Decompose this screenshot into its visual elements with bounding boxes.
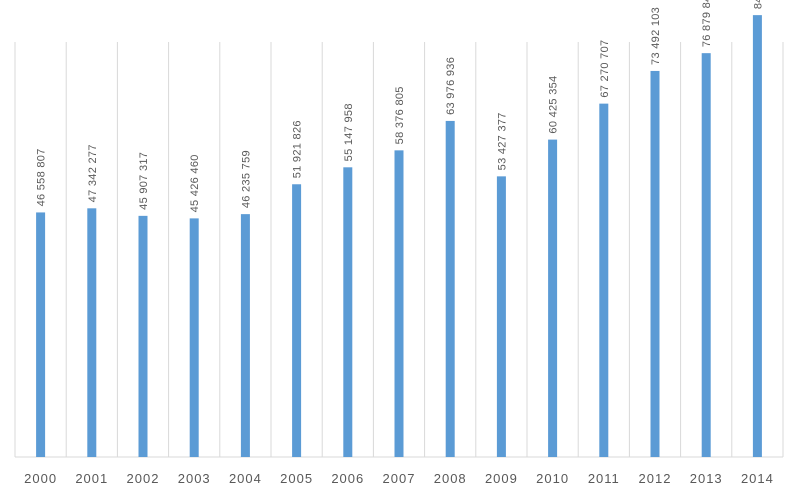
bars-group (36, 15, 762, 458)
x-tick-label-2002: 2002 (127, 471, 160, 486)
x-tick-label-2014: 2014 (741, 471, 774, 486)
x-tick-label-2013: 2013 (690, 471, 723, 486)
bar-2006 (343, 167, 353, 457)
x-tick-label-2004: 2004 (229, 471, 262, 486)
x-tick-label-2008: 2008 (434, 471, 467, 486)
data-label-2007: 58 376 805 (394, 86, 406, 144)
bar-2004 (240, 214, 250, 457)
bar-2013 (701, 53, 711, 457)
x-tick-label-2000: 2000 (24, 471, 57, 486)
x-tick-label-2003: 2003 (178, 471, 211, 486)
gridlines (14, 42, 784, 457)
bar-2001 (87, 208, 97, 457)
data-label-2009: 53 427 377 (496, 112, 508, 170)
data-label-2012: 73 492 103 (650, 7, 662, 65)
data-label-2001: 47 342 277 (87, 144, 99, 202)
bar-2011 (599, 103, 609, 457)
data-label-2000: 46 558 807 (36, 148, 48, 206)
data-label-2010: 60 425 354 (548, 76, 560, 134)
data-label-2006: 55 147 958 (343, 103, 355, 161)
bar-2007 (394, 150, 404, 458)
bar-2012 (650, 70, 660, 458)
bar-2003 (189, 218, 199, 457)
x-tick-label-2011: 2011 (588, 471, 620, 486)
data-label-2011: 67 270 707 (599, 40, 611, 98)
x-tick-label-2006: 2006 (331, 471, 364, 486)
data-label-2013: 76 879 842 (701, 0, 713, 47)
data-labels-group: 46 558 807 47 342 277 45 907 317 45 426 460… (36, 0, 765, 212)
bar-2008 (445, 120, 455, 457)
data-label-2005: 51 921 826 (292, 120, 304, 178)
x-tick-label-2005: 2005 (280, 471, 313, 486)
bar-2010 (548, 139, 558, 457)
x-axis-tick-labels: 2000 2001 2002 2003 2004 2005 2006 2007 2008 2009… (24, 471, 774, 486)
data-label-2003: 45 426 460 (189, 154, 201, 212)
bar-2014 (752, 15, 762, 458)
x-tick-label-2001: 2001 (75, 471, 108, 486)
bar-2009 (496, 176, 506, 458)
data-label-2002: 45 907 317 (138, 152, 150, 210)
bar-2005 (292, 184, 302, 457)
x-tick-label-2012: 2012 (639, 471, 672, 486)
x-tick-label-2009: 2009 (485, 471, 518, 486)
data-label-2008: 63 976 936 (445, 57, 457, 115)
data-label-2004: 46 235 759 (240, 150, 252, 208)
x-tick-label-2010: 2010 (536, 471, 569, 486)
bar-2000 (36, 212, 46, 457)
bar-2002 (138, 215, 148, 457)
data-label-2014: 84 118 810 (752, 0, 764, 9)
x-tick-label-2007: 2007 (383, 471, 416, 486)
